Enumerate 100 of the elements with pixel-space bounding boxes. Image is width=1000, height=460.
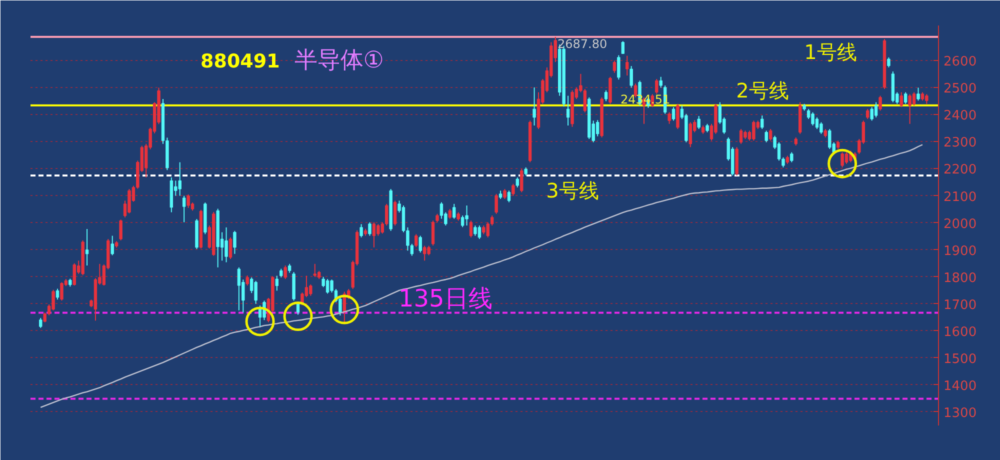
candlestick — [56, 288, 60, 300]
candlestick — [224, 226, 228, 263]
y-tick-label: 1800 — [944, 270, 977, 286]
candlestick — [806, 108, 810, 120]
candlestick — [532, 86, 536, 126]
candlestick — [887, 56, 890, 68]
candlestick — [376, 224, 380, 236]
candlestick — [494, 193, 498, 214]
y-tick-label: 2300 — [944, 136, 977, 151]
candlestick — [503, 188, 506, 200]
candlestick — [284, 265, 287, 280]
candlestick — [760, 115, 764, 130]
y-tick-label: 2100 — [944, 190, 977, 205]
ref-line-label: 3号线 — [546, 178, 599, 202]
candlestick — [828, 128, 832, 150]
candlestick — [840, 152, 844, 168]
y-tick-label: 2400 — [944, 108, 977, 124]
candlestick — [427, 245, 430, 256]
candlestick — [908, 94, 912, 124]
candlestick — [460, 215, 464, 228]
candlestick — [275, 275, 279, 292]
candlestick — [469, 220, 473, 238]
candlestick — [448, 208, 452, 220]
candlestick — [811, 112, 814, 126]
candlestick — [452, 203, 456, 220]
candlestick — [119, 219, 122, 241]
candlestick — [478, 225, 482, 240]
candlestick — [246, 275, 249, 286]
candlestick — [739, 128, 743, 144]
candlestick — [655, 78, 658, 94]
candlestick — [844, 152, 848, 164]
candlestick — [874, 102, 878, 118]
candlestick — [360, 224, 363, 238]
y-tick-label: 1600 — [944, 324, 977, 340]
y-tick-label: 1400 — [944, 378, 977, 394]
candlestick — [604, 90, 608, 102]
y-tick-label: 1900 — [944, 244, 977, 259]
point — [283, 302, 313, 332]
candlestick — [866, 108, 870, 120]
candlestick — [912, 92, 916, 106]
candlestick — [878, 95, 882, 112]
candlestick — [507, 190, 511, 203]
y-tick-label: 2200 — [944, 162, 977, 178]
candlestick — [128, 188, 131, 214]
candlestick — [904, 92, 908, 104]
candlestick — [418, 235, 422, 254]
y-tick-label: 1300 — [944, 406, 977, 421]
candlestick — [697, 116, 700, 130]
candlestick — [326, 278, 330, 294]
candlestick — [672, 106, 676, 122]
candlestick — [516, 176, 520, 188]
candlestick — [110, 235, 114, 256]
candlestick — [465, 205, 468, 226]
y-tick-label: 1500 — [944, 352, 977, 367]
y-tick-label: 2500 — [944, 82, 977, 97]
candlestick — [228, 236, 232, 260]
candlestick — [676, 103, 680, 130]
candlestick — [372, 222, 376, 248]
candlestick — [566, 95, 570, 126]
candlestick — [768, 128, 772, 142]
candlestick — [85, 228, 89, 266]
candlestick — [870, 106, 874, 122]
point — [330, 294, 360, 324]
candlestick — [474, 225, 477, 236]
text: 880491 半导体① — [200, 48, 384, 74]
candlestick — [617, 54, 620, 80]
candlestick — [309, 284, 312, 296]
line-series — [40, 144, 924, 408]
ref-line-label: 1号线 — [804, 40, 857, 64]
candlestick — [626, 55, 629, 76]
candlestick — [39, 317, 42, 328]
candlestick — [790, 152, 794, 163]
ref-line-label: 2号线 — [736, 78, 789, 102]
candlestick — [659, 76, 662, 88]
annotation: 2687.80 — [558, 36, 608, 51]
candlestick — [186, 194, 190, 208]
candlestick — [520, 168, 524, 193]
candlestick — [820, 122, 823, 134]
candlestick — [182, 195, 186, 223]
candlestick — [764, 130, 768, 143]
candlestick — [900, 92, 903, 108]
candlestick — [596, 120, 600, 137]
candlestick — [815, 116, 819, 130]
candlestick — [916, 87, 920, 102]
candlestick — [52, 289, 55, 311]
candlestick — [688, 122, 692, 148]
point — [828, 148, 858, 178]
candlestick — [254, 280, 258, 304]
series-label: 135日线 — [398, 284, 492, 312]
candlestick — [630, 66, 633, 88]
candlestick — [583, 88, 587, 113]
y-tick-label: 2000 — [944, 216, 977, 232]
candlestick — [393, 200, 397, 226]
y-tick-label: 1700 — [944, 298, 977, 313]
candlestick — [60, 282, 64, 302]
candlestick — [752, 120, 756, 142]
y-tick-label: 2600 — [944, 54, 977, 70]
candlestick — [368, 222, 372, 236]
candlestick — [512, 183, 515, 196]
candlestick — [422, 245, 426, 262]
